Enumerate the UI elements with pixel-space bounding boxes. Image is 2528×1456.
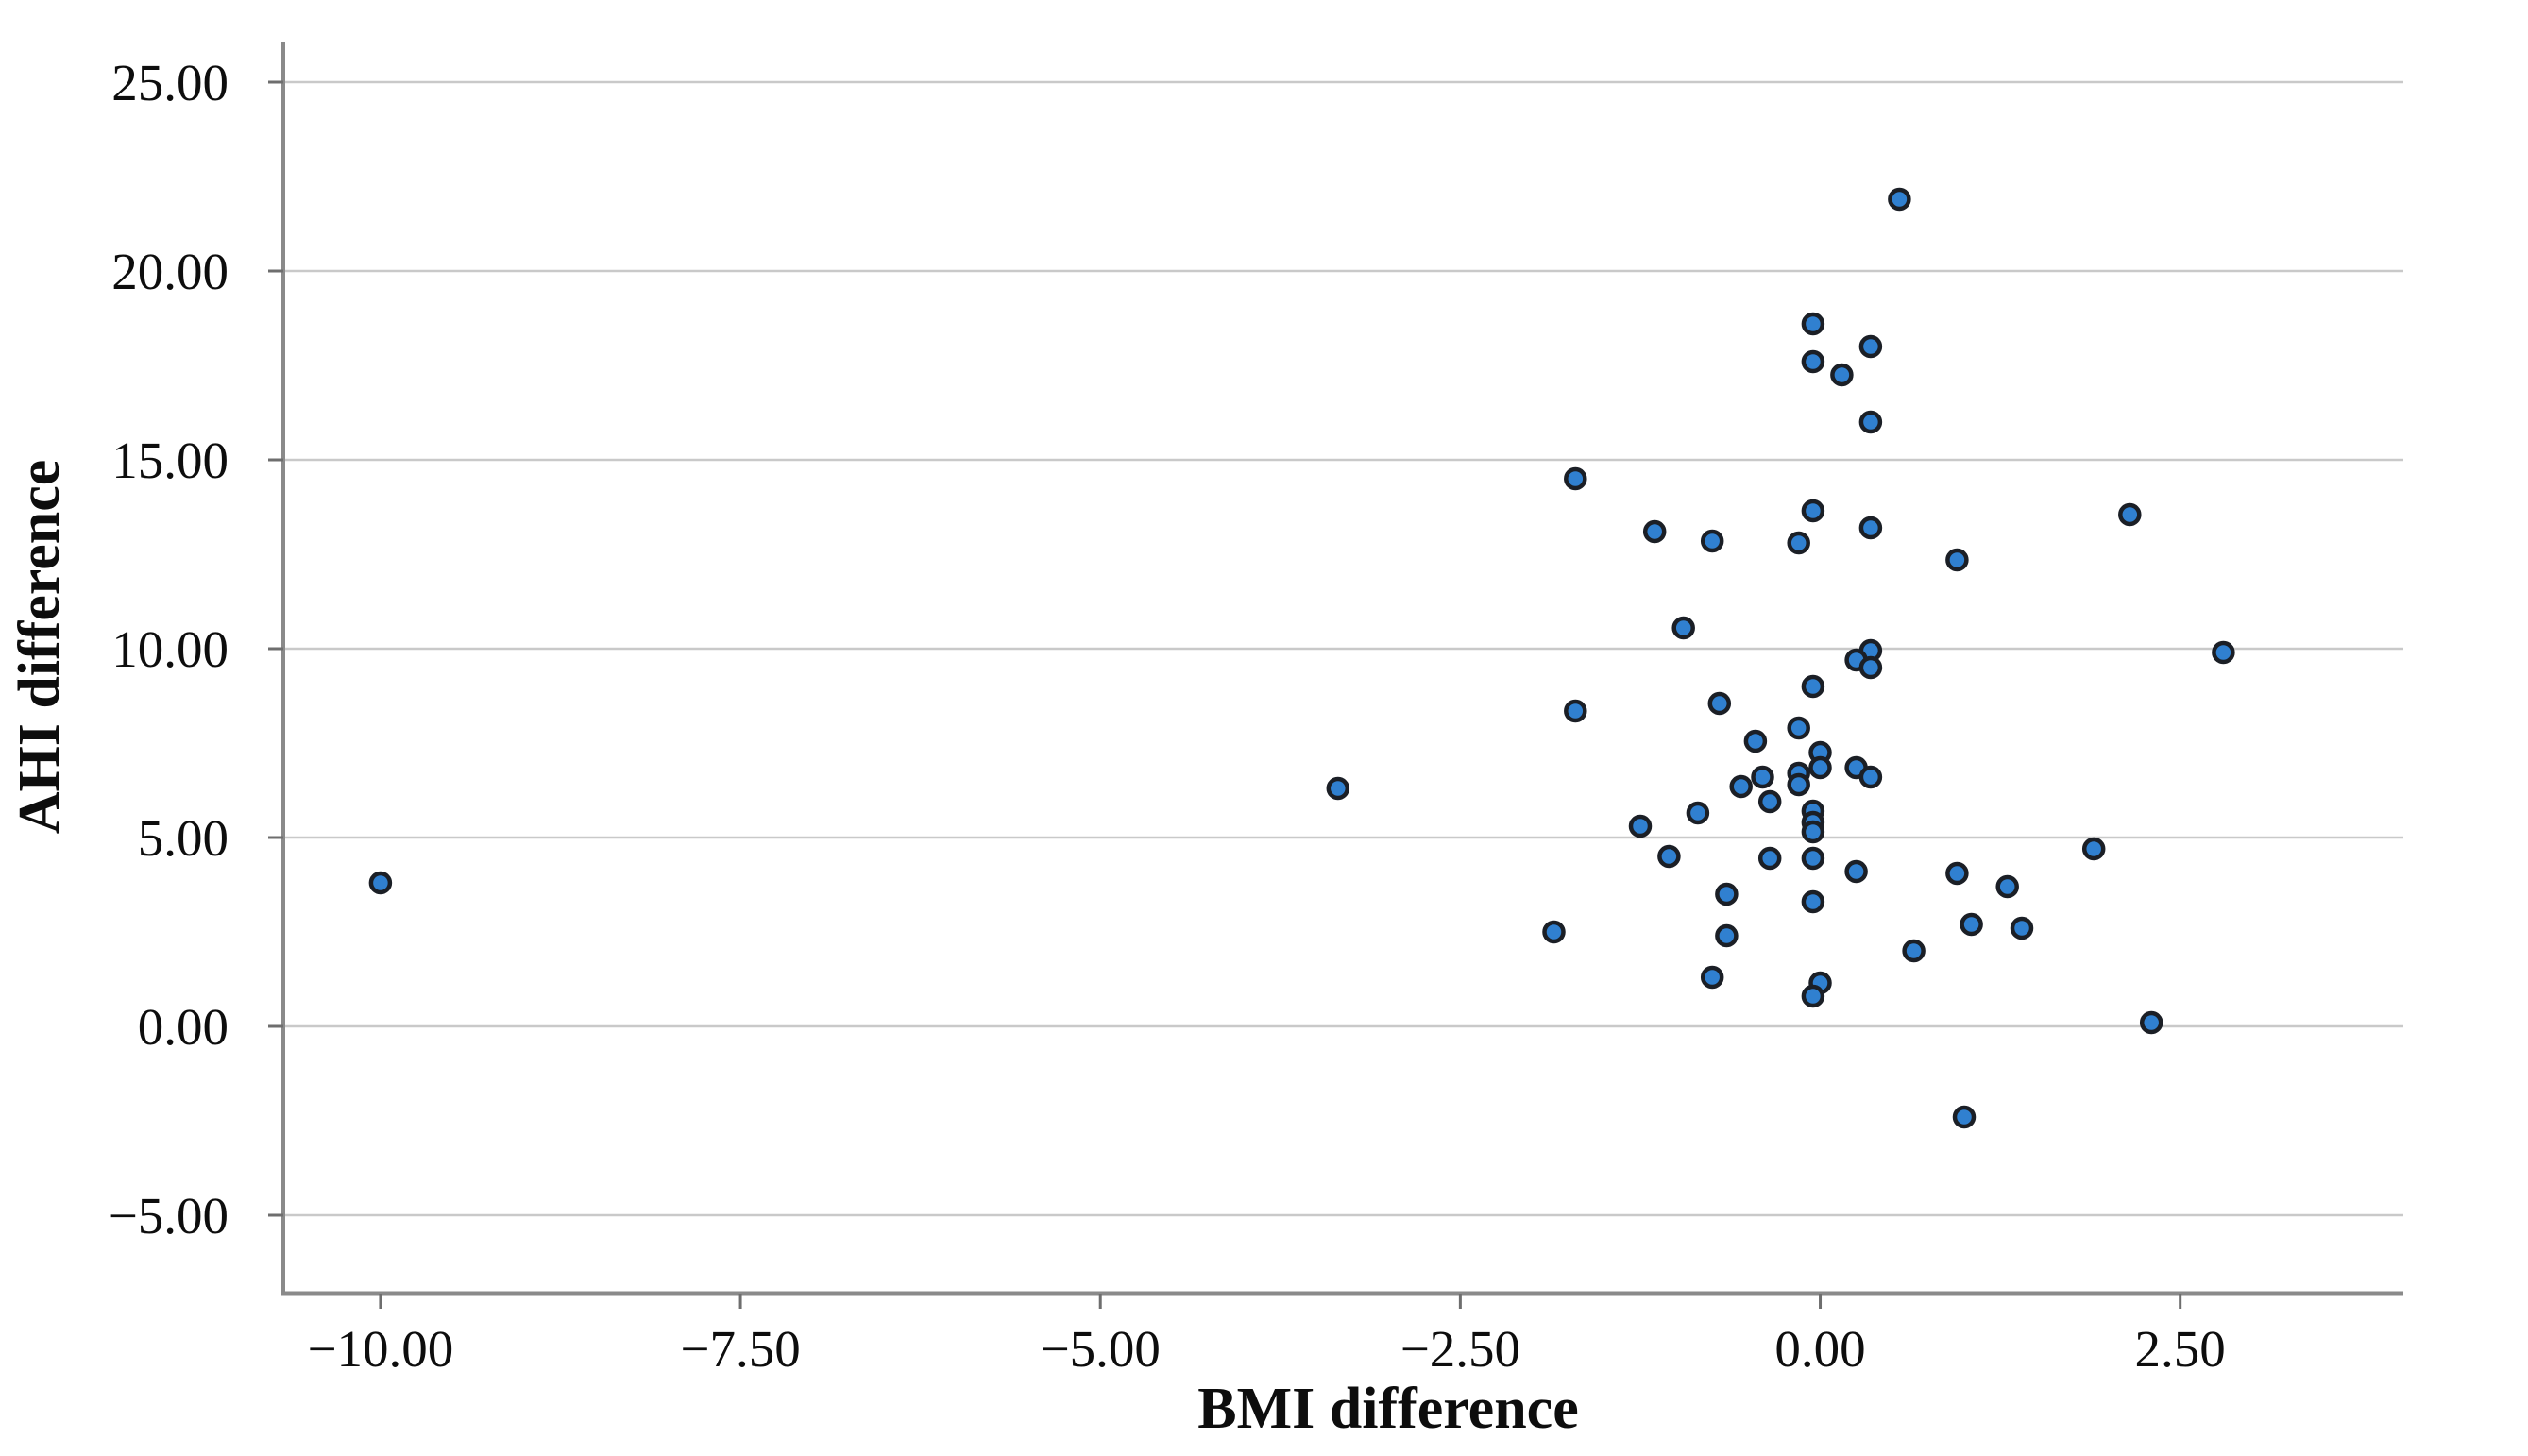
data-point <box>1564 699 1587 723</box>
data-point <box>1858 516 1883 540</box>
data-point <box>1801 349 1825 374</box>
x-tick-label: −10.00 <box>308 1320 454 1378</box>
data-point <box>1642 519 1667 544</box>
data-point <box>1902 939 1926 963</box>
data-point <box>2139 1010 2163 1035</box>
x-axis-title: BMI difference <box>1197 1377 1578 1441</box>
data-point <box>1888 187 1911 212</box>
data-point <box>1757 846 1782 871</box>
data-point <box>2010 916 2034 940</box>
data-point <box>1995 874 2019 899</box>
gridlines <box>283 80 2403 1217</box>
x-tick-label: −2.50 <box>1400 1320 1520 1378</box>
data-point <box>1787 772 1810 797</box>
y-axis-title: AHI difference <box>8 460 72 835</box>
x-tick-label: 0.00 <box>1774 1320 1865 1378</box>
y-tick-label: 10.00 <box>111 620 229 678</box>
data-point <box>1801 820 1825 844</box>
y-axis-tick-labels: 25.00 20.00 15.00 10.00 5.00 0.00 −5.00 <box>109 54 229 1244</box>
y-tick-label: −5.00 <box>109 1187 229 1244</box>
data-point <box>1787 531 1810 555</box>
data-point <box>1715 923 1739 948</box>
x-tick-label: −7.50 <box>680 1320 800 1378</box>
data-point <box>1801 674 1825 699</box>
data-point <box>1801 499 1825 523</box>
data-point <box>1715 882 1739 906</box>
data-point <box>1960 912 1983 937</box>
data-point <box>1808 755 1832 780</box>
data-point <box>1657 844 1681 869</box>
data-point <box>1801 846 1825 871</box>
data-point <box>1757 789 1782 814</box>
data-point <box>1945 861 1969 886</box>
data-point <box>1858 655 1883 680</box>
axis-lines <box>281 42 2403 1296</box>
data-point <box>1858 765 1883 789</box>
data-point <box>1751 765 1774 789</box>
data-point <box>1858 334 1883 359</box>
data-point <box>2081 837 2106 861</box>
y-tick-label: 5.00 <box>138 809 229 867</box>
data-point <box>1743 729 1768 753</box>
data-point <box>1801 889 1825 914</box>
x-axis-tick-labels: −10.00 −7.50 −5.00 −2.50 0.00 2.50 <box>308 1320 2226 1378</box>
data-point <box>1801 984 1825 1008</box>
data-point <box>1945 548 1969 572</box>
data-point <box>1686 801 1710 825</box>
x-tick-label: 2.50 <box>2135 1320 2226 1378</box>
data-point <box>1830 363 1854 387</box>
data-point <box>1671 616 1695 640</box>
y-tick-label: 0.00 <box>138 998 229 1056</box>
data-point <box>1326 776 1350 801</box>
data-point <box>368 871 393 895</box>
data-point <box>1952 1105 1977 1129</box>
data-point <box>1844 859 1868 884</box>
tick-marks <box>268 80 2182 1309</box>
data-point <box>1858 410 1883 434</box>
x-tick-label: −5.00 <box>1041 1320 1161 1378</box>
data-point <box>1542 920 1566 944</box>
data-point <box>2118 502 2142 527</box>
data-point <box>1700 529 1724 553</box>
data-point <box>1564 466 1587 491</box>
data-point <box>1628 814 1653 838</box>
data-point <box>1700 965 1724 990</box>
data-point <box>1729 774 1753 799</box>
y-tick-label: 20.00 <box>111 243 229 300</box>
y-tick-label: 25.00 <box>111 54 229 111</box>
y-tick-label: 15.00 <box>111 432 229 489</box>
data-points-layer <box>368 187 2235 1129</box>
data-point <box>2212 640 2235 665</box>
data-point <box>1707 691 1732 716</box>
data-point <box>1787 716 1810 740</box>
data-point <box>1801 312 1825 336</box>
